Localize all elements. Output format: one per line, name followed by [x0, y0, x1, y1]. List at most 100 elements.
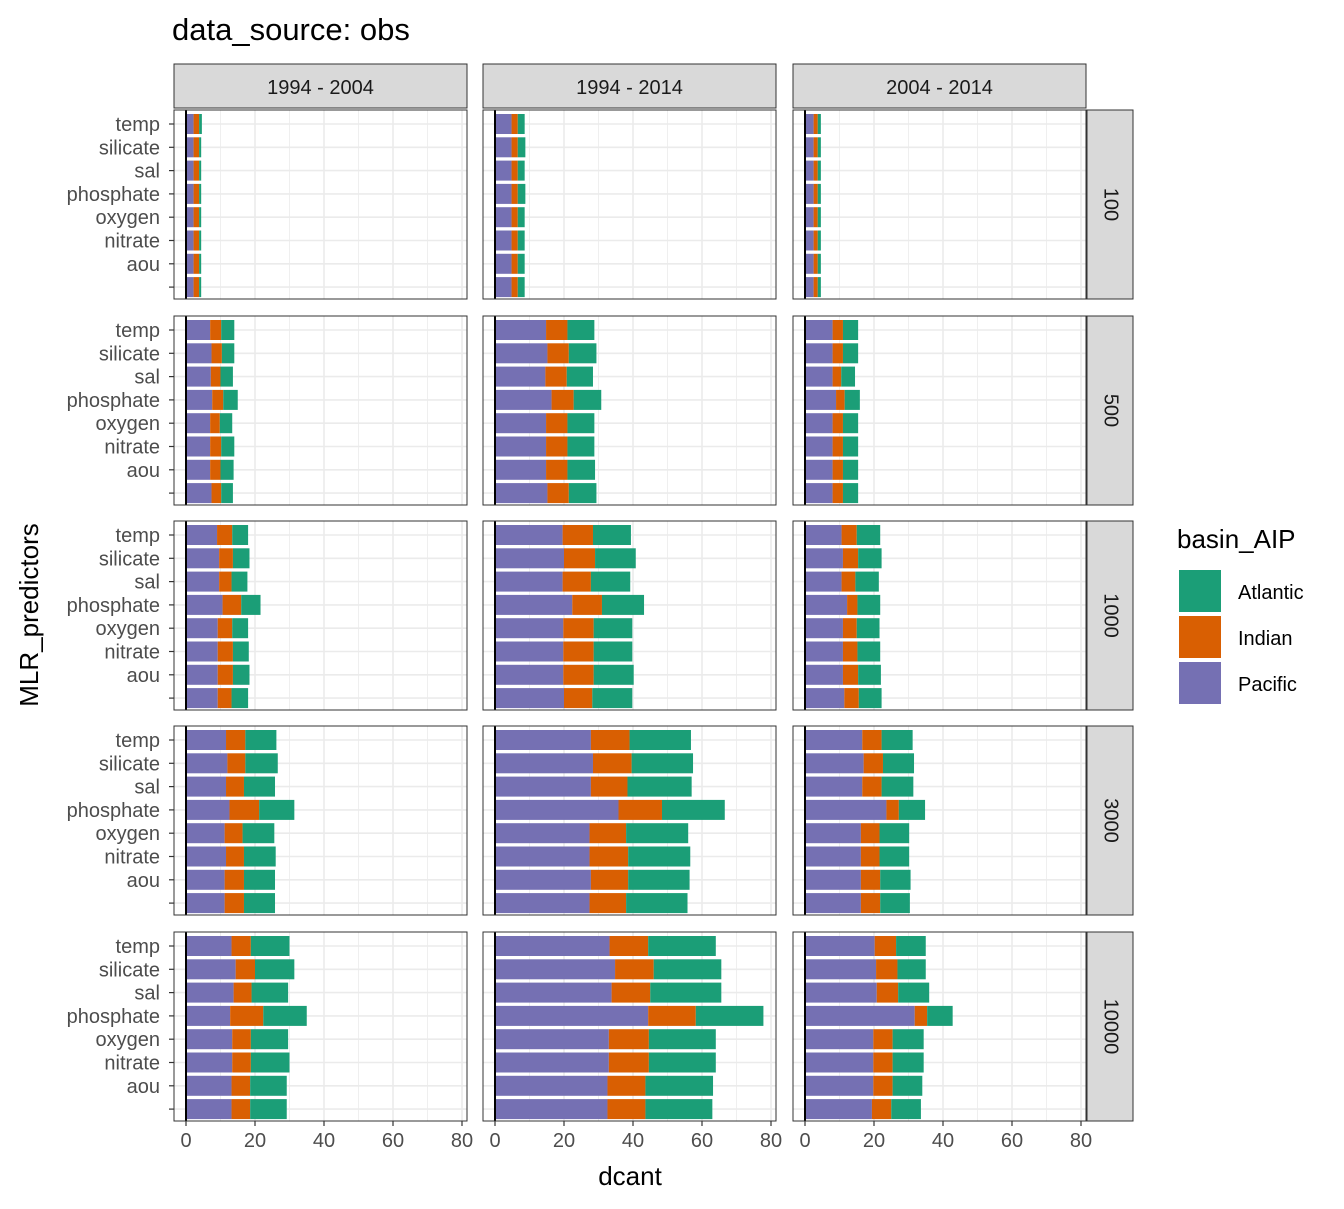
- bar-indian: [211, 343, 222, 364]
- bar-atlantic: [628, 869, 690, 890]
- bar-indian: [230, 1005, 264, 1026]
- bar-atlantic: [631, 753, 694, 774]
- bar-atlantic: [898, 982, 930, 1003]
- facet-panel: [482, 109, 777, 300]
- bar-pacific: [186, 1052, 233, 1073]
- y-tick-label: temp: [116, 114, 160, 136]
- bar-indian: [842, 548, 859, 569]
- bar-atlantic: [817, 230, 821, 251]
- x-tick-label: 80: [1070, 1130, 1092, 1152]
- bar-pacific: [186, 893, 225, 914]
- y-tick-label: aou: [127, 665, 160, 687]
- bar-pacific: [805, 730, 863, 750]
- bar-pacific: [186, 959, 236, 980]
- bar-indian: [217, 618, 233, 639]
- bar-atlantic: [653, 959, 722, 980]
- column-strip: [482, 63, 777, 109]
- bar-atlantic: [199, 230, 202, 251]
- bar-atlantic: [231, 571, 248, 592]
- bar-atlantic: [857, 594, 881, 615]
- legend-label-indian: Indian: [1238, 628, 1293, 650]
- column-strip-label: 1994 - 2004: [267, 77, 374, 99]
- bar-pacific: [805, 1099, 872, 1120]
- bar-pacific: [186, 207, 194, 228]
- row-strip-label: 500: [1100, 394, 1122, 427]
- bar-pacific: [805, 1075, 874, 1096]
- facet-panel: [482, 931, 777, 1122]
- bar-atlantic: [892, 1052, 924, 1073]
- bar-indian: [217, 525, 233, 545]
- y-tick-label: silicate: [99, 343, 160, 365]
- bar-atlantic: [263, 1005, 307, 1026]
- y-tick-label: phosphate: [67, 595, 160, 617]
- bar-indian: [842, 641, 858, 662]
- bar-atlantic: [517, 114, 525, 134]
- bar-pacific: [805, 618, 843, 639]
- bar-atlantic: [242, 823, 275, 844]
- bar-atlantic: [573, 389, 602, 410]
- bar-indian: [511, 207, 518, 228]
- bar-pacific: [495, 799, 619, 820]
- bar-indian: [611, 982, 651, 1003]
- bar-atlantic: [567, 459, 596, 480]
- bar-indian: [224, 823, 243, 844]
- bar-indian: [886, 799, 899, 820]
- bar-pacific: [495, 641, 564, 662]
- bar-atlantic: [567, 320, 595, 340]
- bar-indian: [232, 1052, 251, 1073]
- bar-atlantic: [627, 776, 692, 797]
- bar-pacific: [495, 1099, 608, 1120]
- bar-pacific: [186, 753, 228, 774]
- bar-indian: [860, 823, 880, 844]
- bar-pacific: [805, 776, 863, 797]
- bar-atlantic: [626, 893, 688, 914]
- bar-indian: [219, 548, 233, 569]
- bar-pacific: [186, 1099, 232, 1120]
- bar-pacific: [805, 114, 814, 134]
- facet-panel: [792, 931, 1087, 1122]
- bar-pacific: [805, 207, 814, 228]
- bar-indian: [844, 688, 859, 709]
- bar-indian: [233, 982, 252, 1003]
- bar-atlantic: [601, 594, 645, 615]
- y-tick-label: silicate: [99, 548, 160, 570]
- bar-atlantic: [517, 137, 526, 158]
- bar-atlantic: [841, 366, 856, 387]
- row-strip-label: 100: [1100, 188, 1122, 221]
- bar-atlantic: [220, 366, 233, 387]
- bar-indian: [551, 389, 574, 410]
- bar-pacific: [495, 230, 512, 251]
- bar-pacific: [495, 846, 590, 867]
- bar-pacific: [495, 114, 512, 134]
- legend-key-indian: [1179, 616, 1221, 658]
- bar-indian: [813, 160, 818, 181]
- bar-pacific: [805, 253, 814, 274]
- bar-pacific: [186, 936, 232, 956]
- bar-atlantic: [842, 459, 859, 480]
- bar-atlantic: [590, 571, 631, 592]
- bar-pacific: [495, 1052, 609, 1073]
- bar-pacific: [805, 1052, 874, 1073]
- bar-pacific: [495, 525, 563, 545]
- bar-indian: [832, 459, 843, 480]
- bar-pacific: [495, 137, 512, 158]
- legend-key-pacific: [1179, 662, 1221, 704]
- bar-indian: [222, 594, 242, 615]
- bar-indian: [590, 776, 628, 797]
- bar-atlantic: [842, 413, 859, 434]
- bar-indian: [564, 688, 593, 709]
- bar-atlantic: [882, 753, 915, 774]
- bar-atlantic: [232, 641, 249, 662]
- bar-atlantic: [892, 1029, 924, 1050]
- bar-indian: [193, 183, 200, 204]
- bar-indian: [876, 982, 899, 1003]
- bar-indian: [547, 343, 569, 364]
- y-tick-label: aou: [127, 1076, 160, 1098]
- bar-atlantic: [626, 823, 689, 844]
- bar-atlantic: [592, 525, 631, 545]
- bar-atlantic: [567, 413, 595, 434]
- bar-pacific: [805, 525, 842, 545]
- bar-pacific: [805, 641, 843, 662]
- bar-atlantic: [648, 1052, 716, 1073]
- bar-atlantic: [842, 436, 859, 457]
